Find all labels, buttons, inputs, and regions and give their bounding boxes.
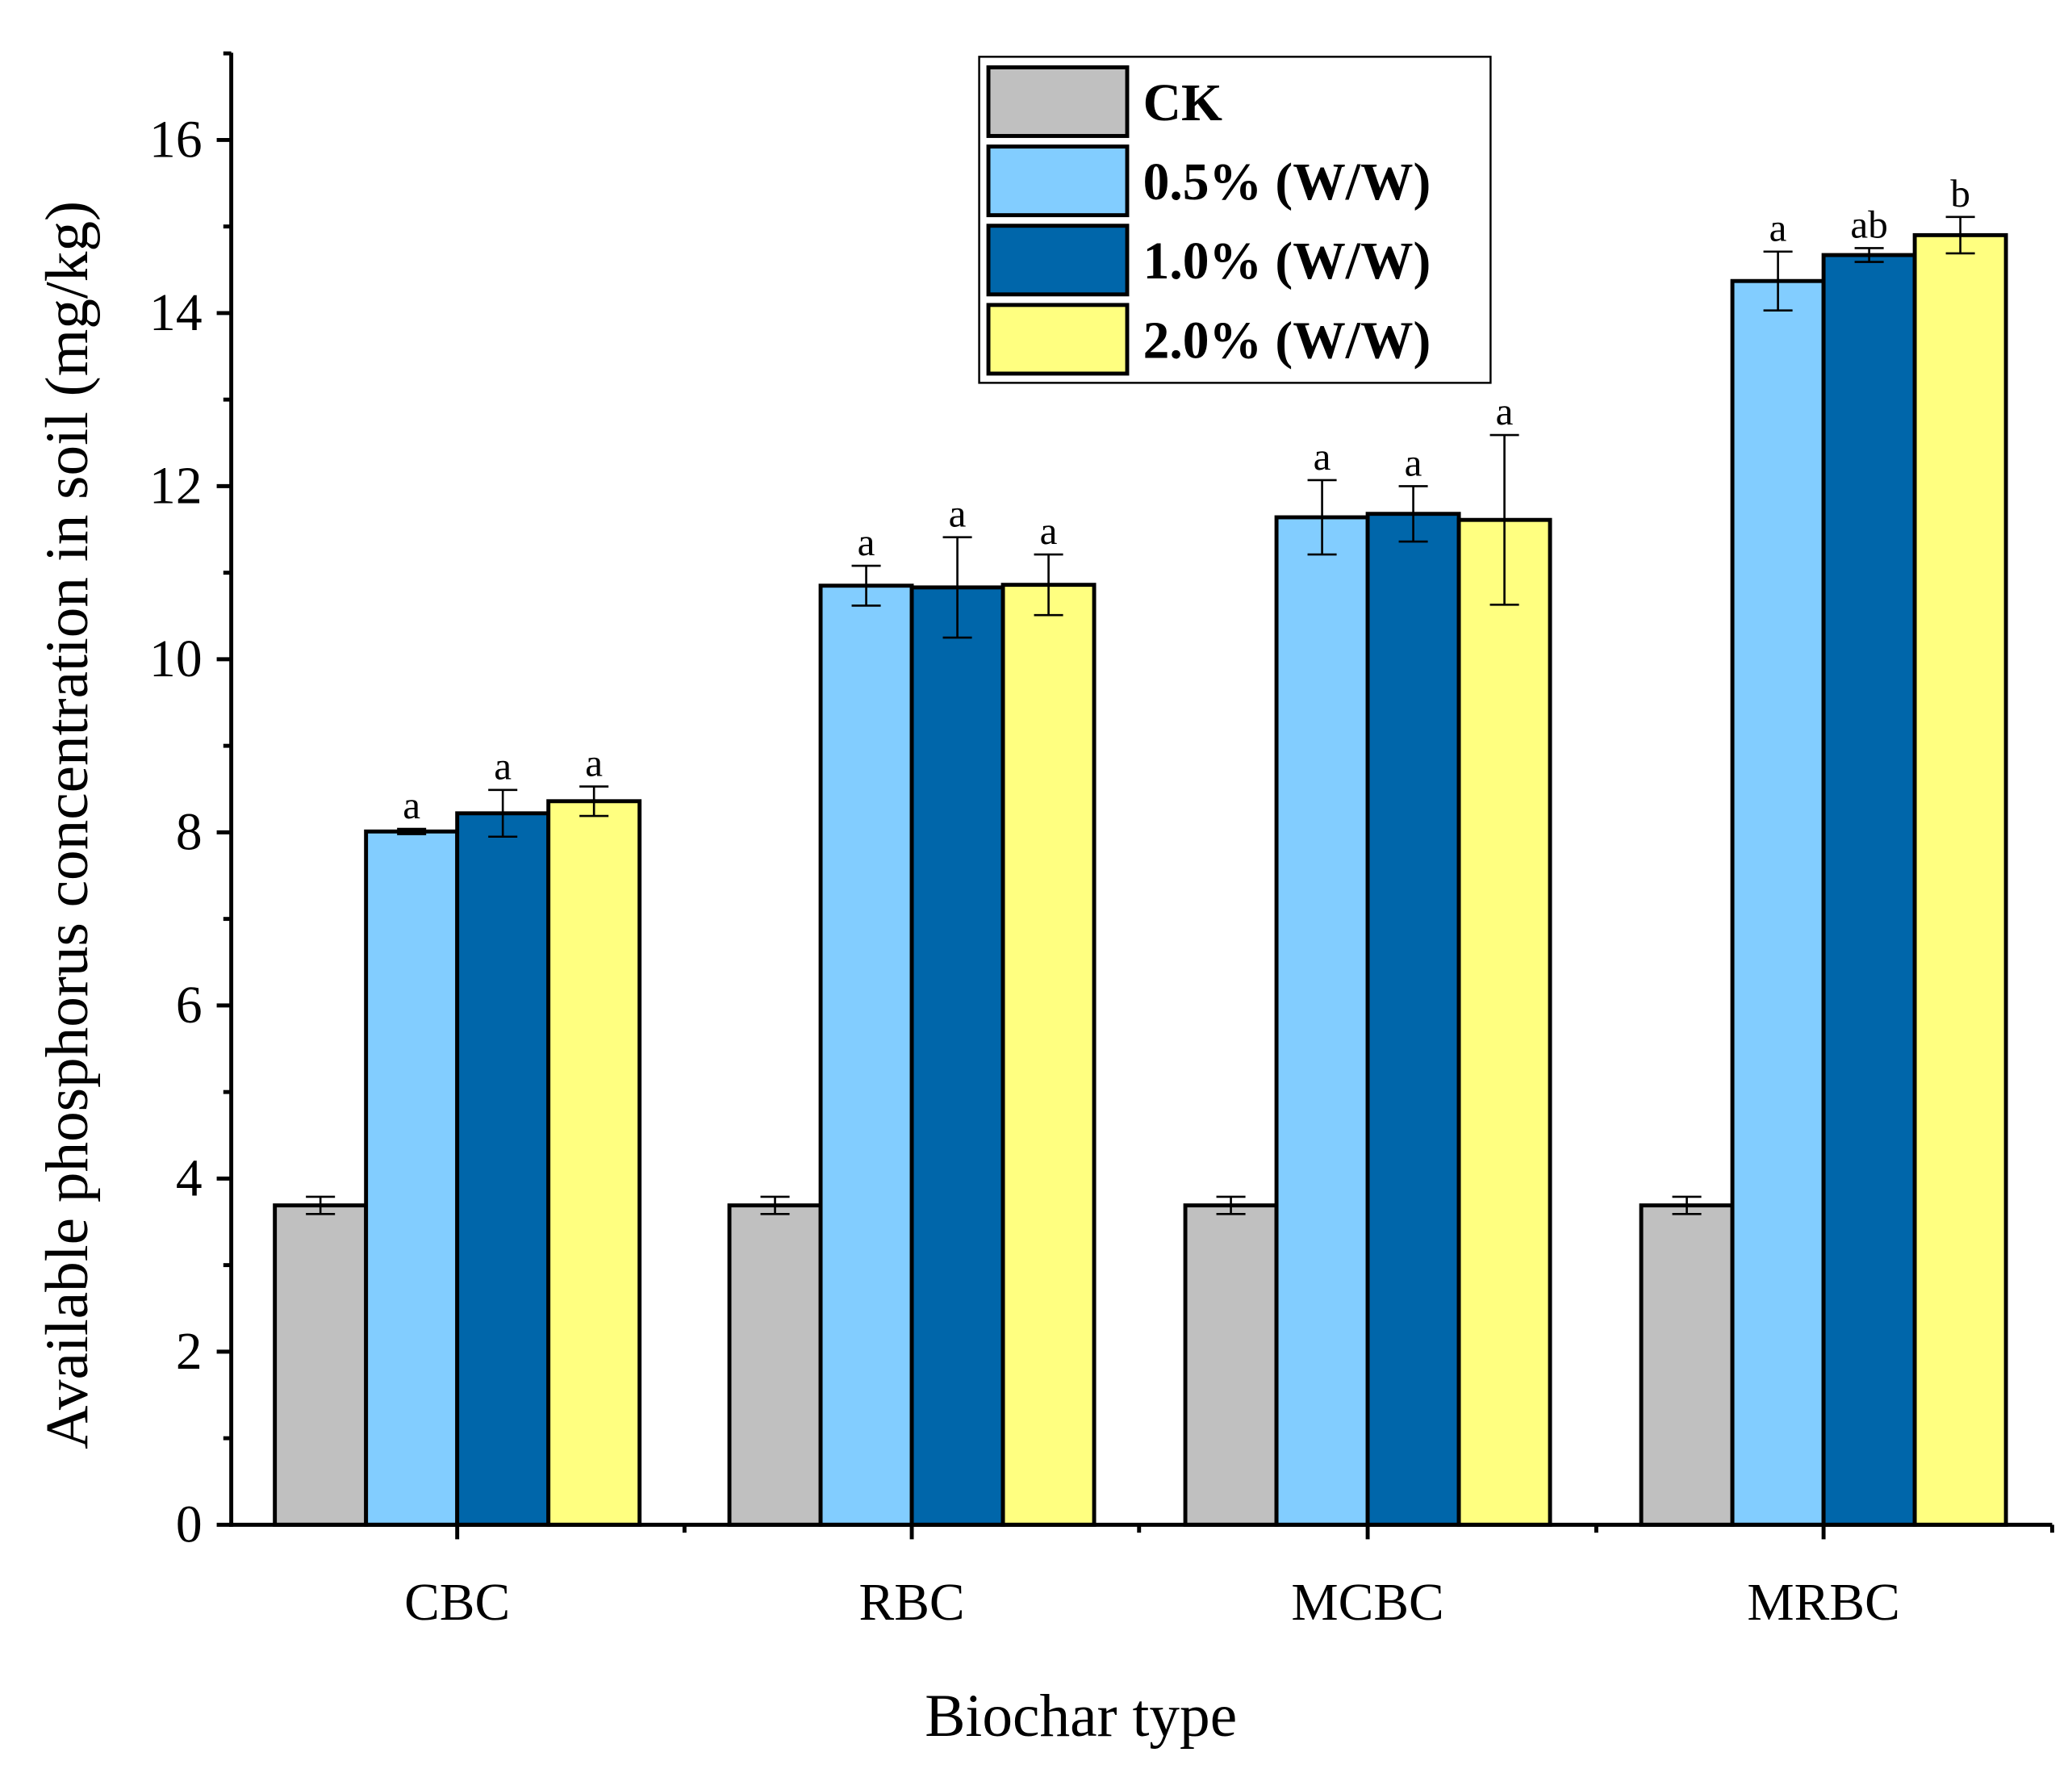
error-bar [1854,247,1884,263]
bar-MCBC-0 [1183,1203,1279,1527]
bar-MRBC-2 [1821,253,1917,1527]
error-bar [397,827,427,835]
significance-letter: a [1769,206,1787,250]
bar-RBC-3 [1000,583,1097,1527]
legend-label: CK [1143,74,1222,132]
significance-letter: b [1950,171,1970,215]
legend-label: 2.0% (W/W) [1143,312,1431,370]
bar-MRBC-0 [1639,1203,1735,1527]
significance-letter: a [949,491,967,536]
y-tick-label: 8 [176,804,203,862]
legend-swatch [986,144,1130,218]
significance-letter: a [1040,508,1058,553]
error-bar [1034,553,1063,617]
x-tick-label: MRBC [1747,1574,1899,1632]
legend-swatch [986,65,1130,138]
error-bar [1398,485,1428,543]
bar-CBC-0 [273,1203,369,1527]
legend-swatch [986,224,1130,297]
bar-RBC-2 [909,585,1005,1527]
significance-letter: a [1405,440,1422,484]
error-bar [1216,1195,1246,1215]
x-tick-label: CBC [404,1574,510,1632]
y-tick-label: 0 [176,1496,203,1554]
y-axis-title: Available phosphorus concentration in so… [34,201,101,1449]
error-bar [306,1195,336,1215]
error-bar [1763,250,1793,312]
bar-MCBC-2 [1365,512,1461,1527]
error-bar [1945,215,1975,255]
legend: CK 0.5% (W/W) 1.0% (W/W) 2.0% (W/W) [978,56,1492,384]
y-tick-label: 16 [149,111,203,169]
y-tick-label: 2 [176,1323,203,1381]
x-tick-label: MCBC [1291,1574,1443,1632]
bar-MCBC-3 [1456,517,1552,1527]
bar-CBC-3 [546,799,642,1527]
y-tick-label: 4 [176,1150,203,1208]
y-tick-label: 10 [149,630,203,688]
bar-MRBC-1 [1730,278,1826,1527]
error-bar [760,1195,790,1215]
significance-letter: a [494,744,512,788]
significance-letter: a [858,520,875,564]
x-tick-label: RBC [859,1574,965,1632]
legend-swatch [986,303,1130,376]
bar-MRBC-3 [1912,232,2008,1527]
significance-letter: a [403,783,420,827]
error-bar [488,788,518,838]
bar-CBC-1 [364,829,460,1527]
y-tick-label: 6 [176,977,203,1035]
significance-letter: a [1496,389,1514,433]
bar-RBC-0 [727,1203,823,1527]
y-tick-label: 12 [149,458,203,516]
legend-label: 1.0% (W/W) [1143,232,1431,291]
axes-layer: 0 2 4 6 8 10 12 14 16 CBC RBC MCBC MRBC [149,51,2054,1632]
significance-letter: ab [1850,202,1887,246]
bar-CBC-2 [455,811,551,1527]
error-bar [1672,1195,1702,1215]
error-bar [851,564,881,607]
x-axis-title: Biochar type [925,1683,1237,1750]
significance-letter: a [1314,434,1331,479]
bar-MCBC-1 [1274,515,1370,1527]
y-tick-label: 14 [149,284,203,342]
error-bar [1489,433,1519,606]
error-bar [1307,479,1337,556]
bar-RBC-1 [818,583,914,1527]
legend-label: 0.5% (W/W) [1143,153,1431,211]
significance-letter: a [585,740,603,784]
error-bar [942,536,972,639]
error-bar [579,785,609,818]
